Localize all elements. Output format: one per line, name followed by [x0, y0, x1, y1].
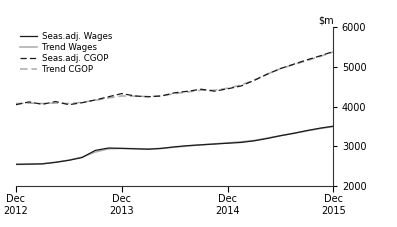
Legend: Seas.adj. Wages, Trend Wages, Seas.adj. CGOP, Trend CGOP: Seas.adj. Wages, Trend Wages, Seas.adj. … — [20, 32, 112, 74]
Text: $m: $m — [318, 16, 333, 26]
